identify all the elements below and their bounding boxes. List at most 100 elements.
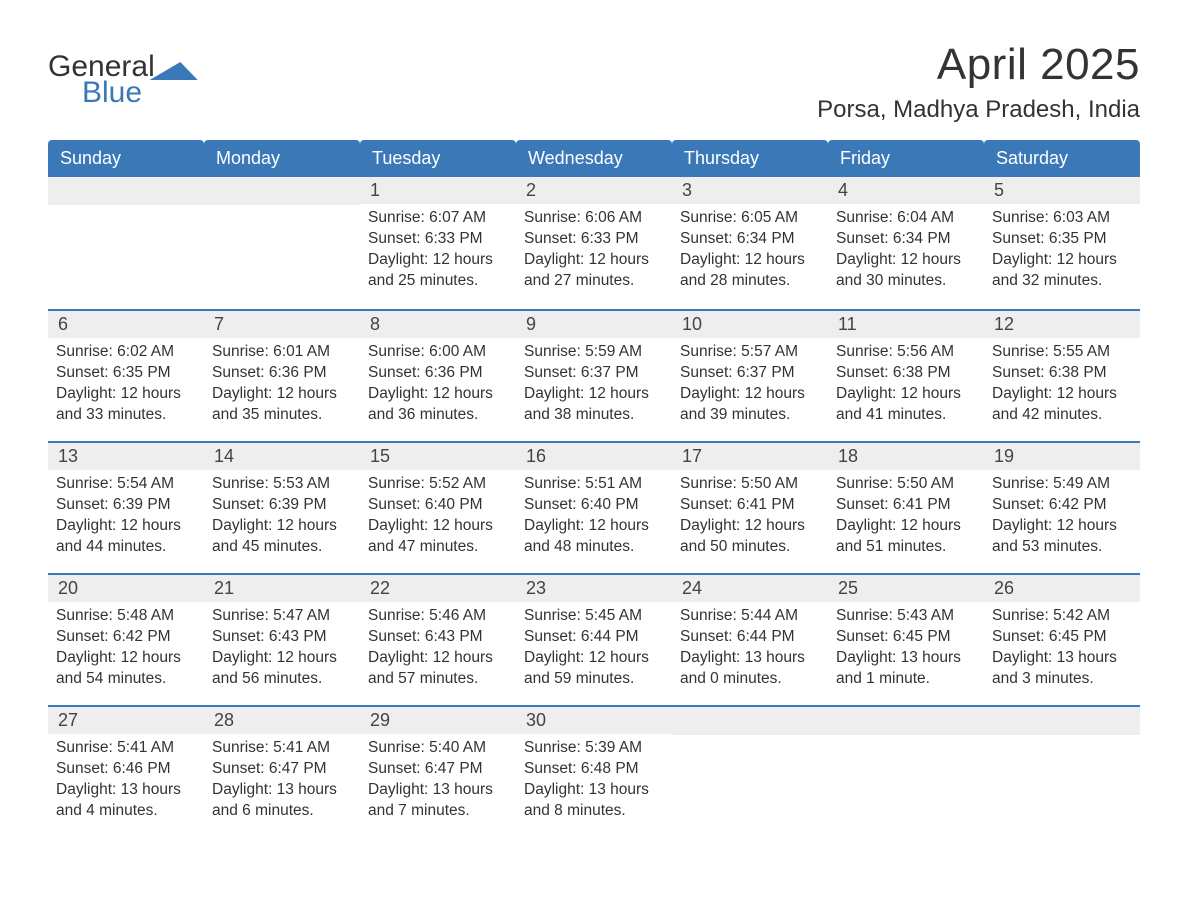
sunset-text: Sunset: 6:37 PM: [524, 363, 664, 384]
sunset-text: Sunset: 6:36 PM: [368, 363, 508, 384]
calendar-cell: 10Sunrise: 5:57 AMSunset: 6:37 PMDayligh…: [672, 309, 828, 441]
calendar-grid: SundayMondayTuesdayWednesdayThursdayFrid…: [48, 140, 1140, 837]
calendar-cell: [48, 177, 204, 309]
day-number: 15: [360, 443, 516, 470]
sunset-text: Sunset: 6:33 PM: [524, 229, 664, 250]
sunrise-text: Sunrise: 5:50 AM: [680, 474, 820, 495]
calendar-cell: 3Sunrise: 6:05 AMSunset: 6:34 PMDaylight…: [672, 177, 828, 309]
calendar-cell: 17Sunrise: 5:50 AMSunset: 6:41 PMDayligh…: [672, 441, 828, 573]
day-number: [48, 177, 204, 205]
sunrise-text: Sunrise: 5:53 AM: [212, 474, 352, 495]
brand-word-2: Blue: [82, 78, 201, 108]
sunrise-text: Sunrise: 6:02 AM: [56, 342, 196, 363]
daylight-text: Daylight: 13 hours and 1 minute.: [836, 648, 976, 690]
daylight-text: Daylight: 12 hours and 39 minutes.: [680, 384, 820, 426]
day-number: 14: [204, 443, 360, 470]
day-number: 20: [48, 575, 204, 602]
day-number: 12: [984, 311, 1140, 338]
daylight-text: Daylight: 12 hours and 45 minutes.: [212, 516, 352, 558]
daylight-text: Daylight: 12 hours and 48 minutes.: [524, 516, 664, 558]
daylight-text: Daylight: 13 hours and 4 minutes.: [56, 780, 196, 822]
daylight-text: Daylight: 12 hours and 35 minutes.: [212, 384, 352, 426]
sunset-text: Sunset: 6:43 PM: [212, 627, 352, 648]
sunrise-text: Sunrise: 5:44 AM: [680, 606, 820, 627]
daylight-text: Daylight: 13 hours and 6 minutes.: [212, 780, 352, 822]
sunset-text: Sunset: 6:46 PM: [56, 759, 196, 780]
day-info: Sunrise: 5:45 AMSunset: 6:44 PMDaylight:…: [516, 602, 672, 690]
day-info: Sunrise: 5:51 AMSunset: 6:40 PMDaylight:…: [516, 470, 672, 558]
calendar-cell: 14 Sunrise: 5:53 AMSunset: 6:39 PMDayligh…: [204, 441, 360, 573]
dow-header: Saturday: [984, 140, 1140, 177]
day-info: Sunrise: 6:05 AMSunset: 6:34 PMDaylight:…: [672, 204, 828, 292]
calendar-cell: 4Sunrise: 6:04 AMSunset: 6:34 PMDaylight…: [828, 177, 984, 309]
sunrise-text: Sunrise: 5:39 AM: [524, 738, 664, 759]
day-number: 13: [48, 443, 204, 470]
day-number: 21: [204, 575, 360, 602]
daylight-text: Daylight: 12 hours and 57 minutes.: [368, 648, 508, 690]
sunrise-text: Sunrise: 5:57 AM: [680, 342, 820, 363]
daylight-text: Daylight: 12 hours and 56 minutes.: [212, 648, 352, 690]
day-number: 23: [516, 575, 672, 602]
sunrise-text: Sunrise: 6:04 AM: [836, 208, 976, 229]
sunrise-text: Sunrise: 5:42 AM: [992, 606, 1132, 627]
sunset-text: Sunset: 6:41 PM: [680, 495, 820, 516]
sunset-text: Sunset: 6:47 PM: [212, 759, 352, 780]
sunrise-text: Sunrise: 5:59 AM: [524, 342, 664, 363]
sunrise-text: Sunrise: 5:56 AM: [836, 342, 976, 363]
day-number: 11: [828, 311, 984, 338]
calendar-cell: 6Sunrise: 6:02 AMSunset: 6:35 PMDaylight…: [48, 309, 204, 441]
calendar-cell: 2Sunrise: 6:06 AMSunset: 6:33 PMDaylight…: [516, 177, 672, 309]
sunrise-text: Sunrise: 6:07 AM: [368, 208, 508, 229]
sunrise-text: Sunrise: 5:50 AM: [836, 474, 976, 495]
day-number: 28: [204, 707, 360, 734]
sunrise-text: Sunrise: 5:43 AM: [836, 606, 976, 627]
sunset-text: Sunset: 6:40 PM: [368, 495, 508, 516]
sunrise-text: Sunrise: 6:00 AM: [368, 342, 508, 363]
calendar-cell: 19Sunrise: 5:49 AMSunset: 6:42 PMDayligh…: [984, 441, 1140, 573]
calendar-cell: 7Sunrise: 6:01 AMSunset: 6:36 PMDaylight…: [204, 309, 360, 441]
day-info: Sunrise: 6:04 AMSunset: 6:34 PMDaylight:…: [828, 204, 984, 292]
sunrise-text: Sunrise: 5:48 AM: [56, 606, 196, 627]
sunset-text: Sunset: 6:42 PM: [56, 627, 196, 648]
calendar-cell: [828, 705, 984, 837]
sunset-text: Sunset: 6:38 PM: [836, 363, 976, 384]
sunset-text: Sunset: 6:47 PM: [368, 759, 508, 780]
daylight-text: Daylight: 12 hours and 42 minutes.: [992, 384, 1132, 426]
calendar-cell: 9Sunrise: 5:59 AMSunset: 6:37 PMDaylight…: [516, 309, 672, 441]
calendar-cell: 29Sunrise: 5:40 AMSunset: 6:47 PMDayligh…: [360, 705, 516, 837]
calendar-cell: 16Sunrise: 5:51 AMSunset: 6:40 PMDayligh…: [516, 441, 672, 573]
sunset-text: Sunset: 6:38 PM: [992, 363, 1132, 384]
calendar-cell: 15Sunrise: 5:52 AMSunset: 6:40 PMDayligh…: [360, 441, 516, 573]
sunrise-text: Sunrise: 5:55 AM: [992, 342, 1132, 363]
sunrise-text: Sunrise: 5:52 AM: [368, 474, 508, 495]
sunset-text: Sunset: 6:35 PM: [992, 229, 1132, 250]
daylight-text: Daylight: 12 hours and 33 minutes.: [56, 384, 196, 426]
sunset-text: Sunset: 6:45 PM: [992, 627, 1132, 648]
sunrise-text: Sunrise: 6:01 AM: [212, 342, 352, 363]
calendar-cell: 20Sunrise: 5:48 AMSunset: 6:42 PMDayligh…: [48, 573, 204, 705]
brand-logo: General Blue: [48, 52, 201, 108]
calendar-cell: 28Sunrise: 5:41 AMSunset: 6:47 PMDayligh…: [204, 705, 360, 837]
calendar-cell: 5Sunrise: 6:03 AMSunset: 6:35 PMDaylight…: [984, 177, 1140, 309]
dow-header: Friday: [828, 140, 984, 177]
day-number: 29: [360, 707, 516, 734]
day-info: Sunrise: 6:06 AMSunset: 6:33 PMDaylight:…: [516, 204, 672, 292]
day-number: 10: [672, 311, 828, 338]
sunset-text: Sunset: 6:39 PM: [212, 495, 352, 516]
month-title: April 2025: [817, 40, 1140, 90]
sunset-text: Sunset: 6:43 PM: [368, 627, 508, 648]
header: General Blue April 2025 Porsa, Madhya Pr…: [48, 40, 1140, 124]
day-number: [828, 707, 984, 735]
sunset-text: Sunset: 6:33 PM: [368, 229, 508, 250]
sunrise-text: Sunrise: 5:54 AM: [56, 474, 196, 495]
day-info: Sunrise: 5:50 AMSunset: 6:41 PMDaylight:…: [828, 470, 984, 558]
day-info: Sunrise: 5:41 AMSunset: 6:46 PMDaylight:…: [48, 734, 204, 822]
title-block: April 2025 Porsa, Madhya Pradesh, India: [817, 40, 1140, 124]
day-number: 1: [360, 177, 516, 204]
day-info: Sunrise: 6:03 AMSunset: 6:35 PMDaylight:…: [984, 204, 1140, 292]
calendar-cell: [672, 705, 828, 837]
day-info: Sunrise: 5:49 AMSunset: 6:42 PMDaylight:…: [984, 470, 1140, 558]
day-number: 5: [984, 177, 1140, 204]
calendar-cell: 8Sunrise: 6:00 AMSunset: 6:36 PMDaylight…: [360, 309, 516, 441]
day-info: Sunrise: 5:50 AMSunset: 6:41 PMDaylight:…: [672, 470, 828, 558]
